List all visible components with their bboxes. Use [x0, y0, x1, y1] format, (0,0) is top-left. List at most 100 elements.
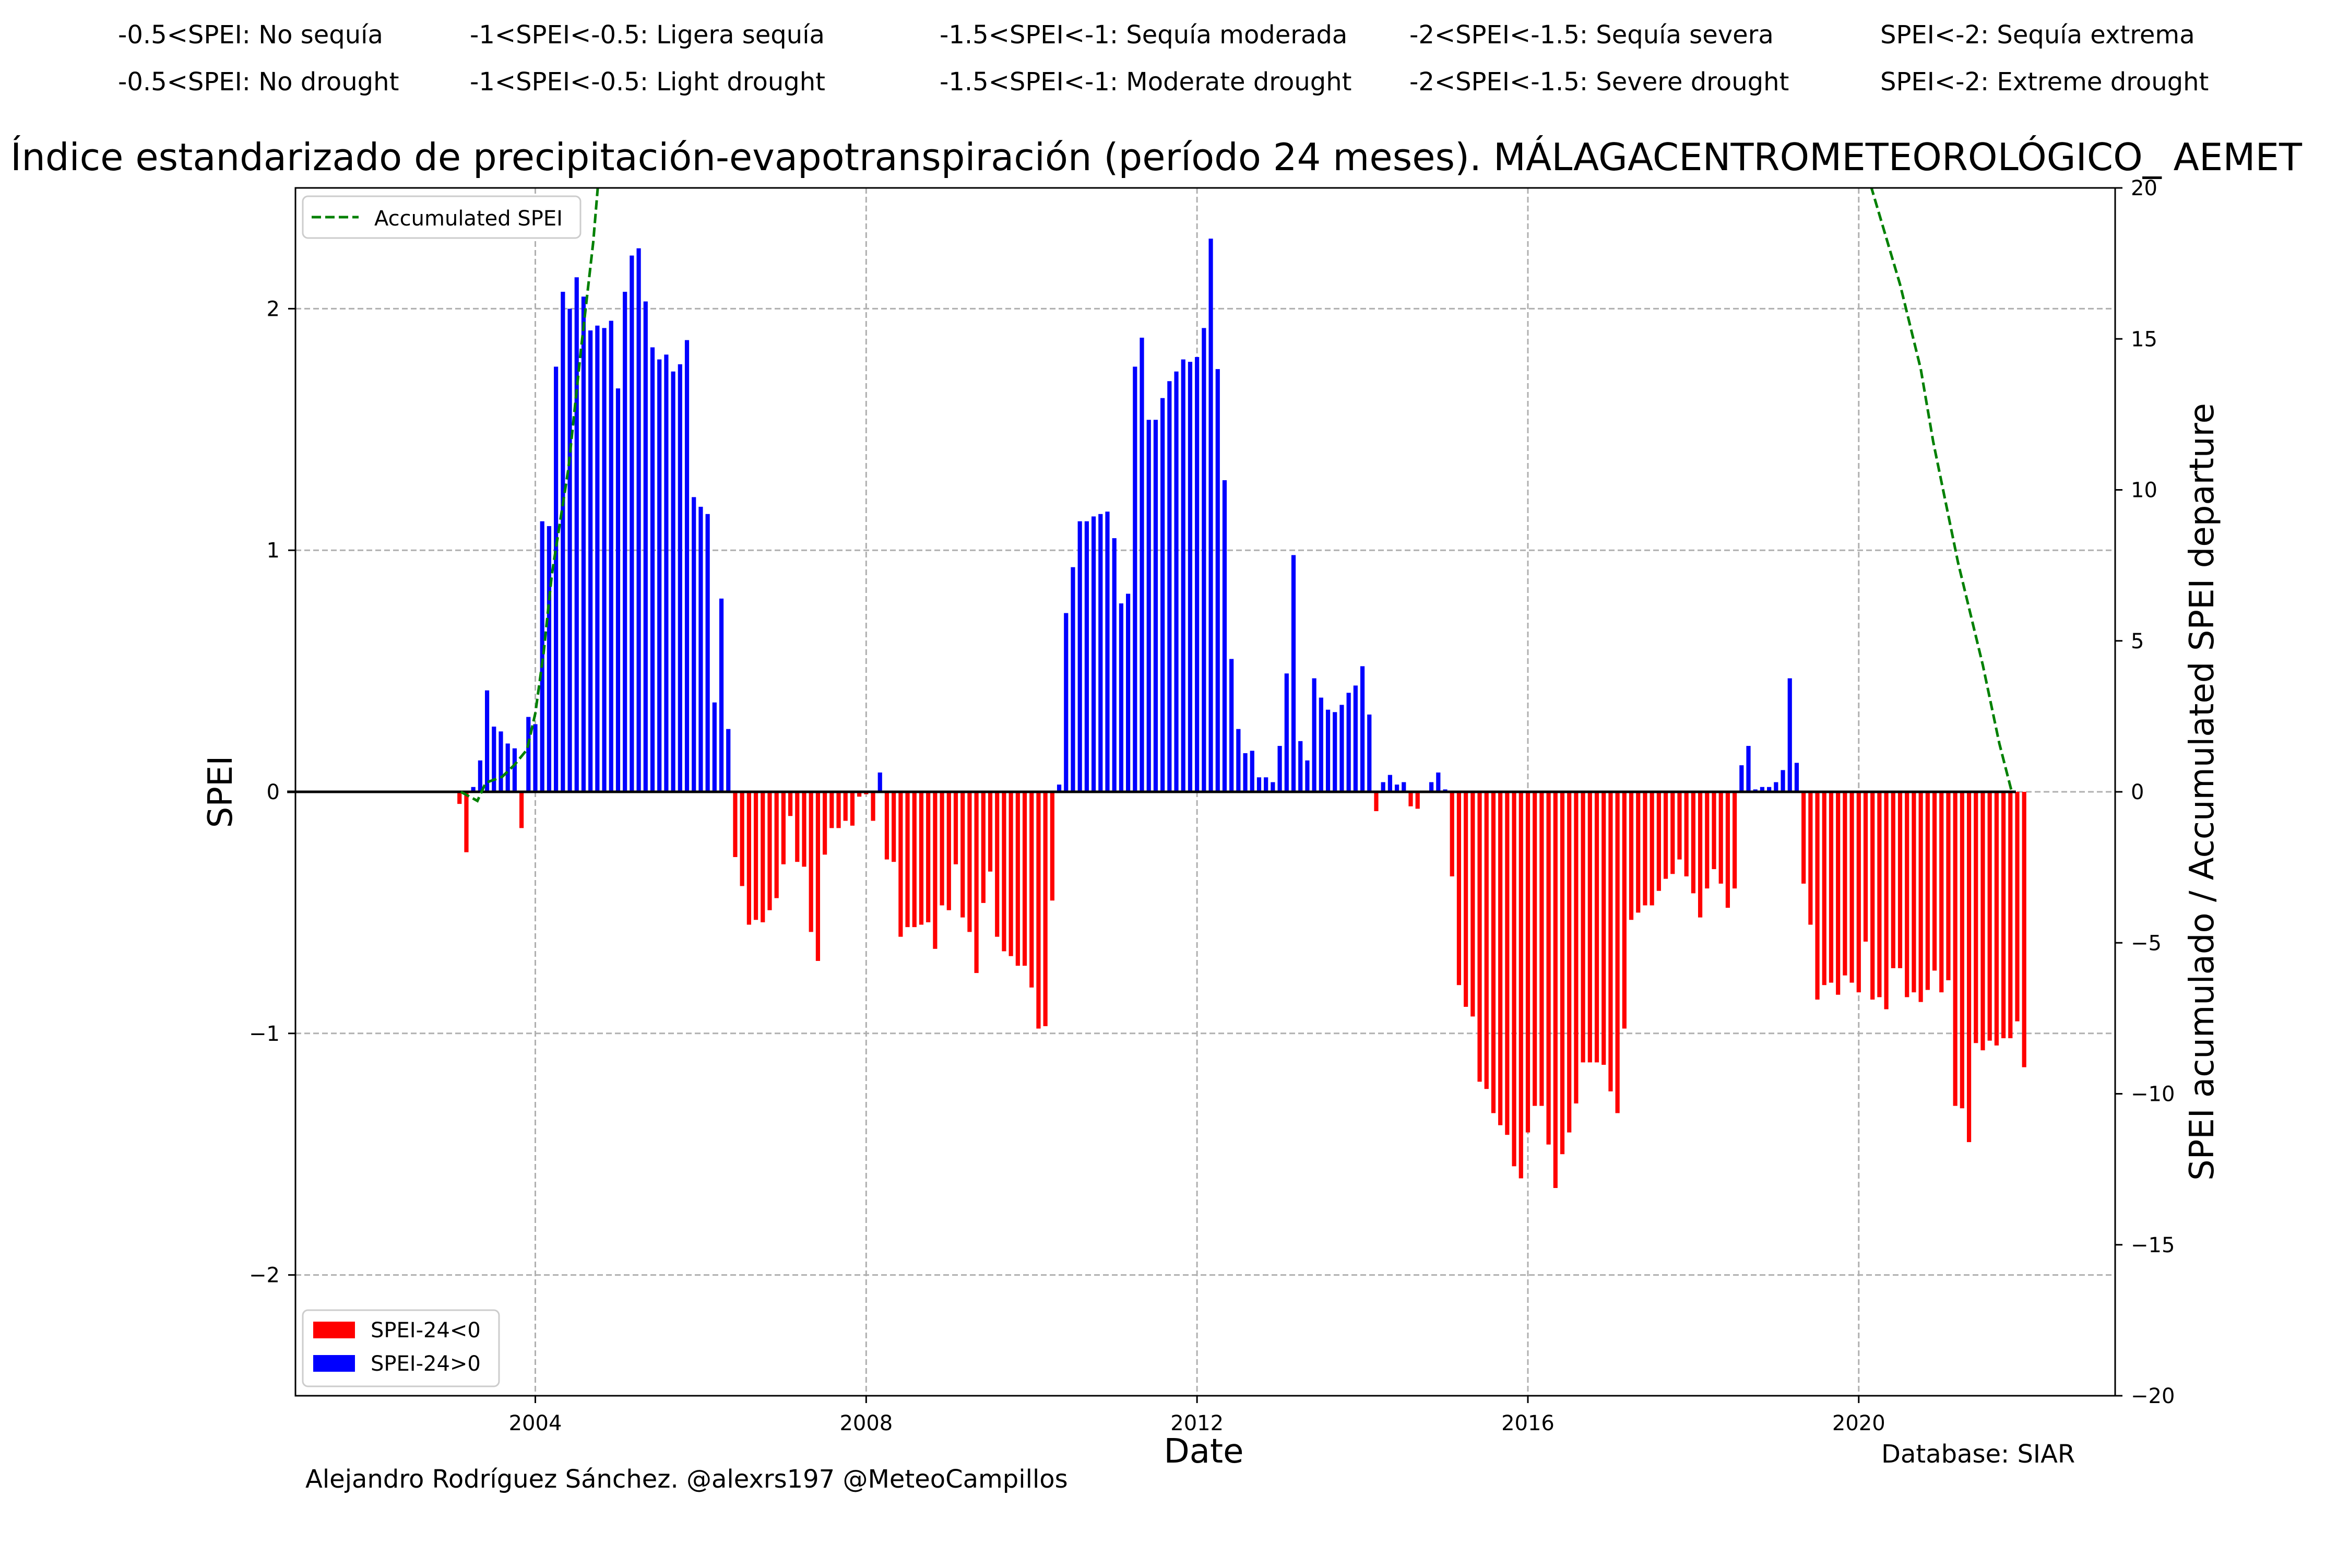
bar-positive — [540, 521, 544, 792]
bar-negative — [1539, 792, 1544, 1106]
legend-es-4: SPEI<-2: Sequía extrema — [1880, 20, 2195, 50]
accumulated-spei-line-0 — [460, 188, 599, 803]
bar-positive — [1739, 765, 1744, 792]
bar-positive — [588, 330, 593, 792]
bar-positive — [1760, 787, 1765, 792]
y2-tick-label: 5 — [2131, 629, 2144, 654]
bar-positive — [1305, 760, 1310, 792]
bar-positive — [1202, 328, 1206, 792]
bar-negative — [1533, 792, 1537, 1106]
footer-database: Database: SIAR — [1881, 1440, 2075, 1469]
bar-negative — [823, 792, 827, 855]
accumulated-legend: Accumulated SPEI — [302, 195, 582, 239]
bar-positive — [698, 506, 703, 792]
legend-es-2: -1.5<SPEI<-1: Sequía moderada — [940, 20, 1347, 50]
bar-negative — [464, 792, 469, 852]
bar-negative — [1925, 792, 1930, 990]
bar-positive — [1215, 369, 1220, 792]
y-axis-label: SPEI — [201, 756, 240, 828]
bar-negative — [1546, 792, 1551, 1145]
bar-positive — [512, 748, 517, 792]
bar-positive — [726, 729, 731, 792]
y2-axis-ticks: −20 −15 −10 −5 0 5 10 15 20 — [2115, 176, 2175, 1408]
x-axis-label: Date — [1164, 1432, 1244, 1471]
bar-positive — [1291, 555, 1296, 792]
bar-negative — [1043, 792, 1048, 1026]
bar-positive — [630, 255, 634, 792]
bar-positive — [1167, 381, 1172, 792]
bar-negative — [1733, 792, 1737, 889]
y-tick-label: 1 — [267, 539, 280, 563]
bar-positive — [1271, 782, 1275, 792]
bar-negative — [1470, 792, 1475, 1017]
bar-negative — [1629, 792, 1634, 920]
legend-es-1: -1<SPEI<-0.5: Ligera sequía — [470, 20, 825, 50]
bar-positive — [1126, 593, 1131, 792]
y2-axis-label: SPEI acumulado / Accumulated SPEI depart… — [2183, 403, 2222, 1181]
bar-negative — [1939, 792, 1944, 993]
bar-negative — [1974, 792, 1978, 1043]
bar-negative — [2022, 792, 2026, 1067]
spei-bars — [457, 239, 2026, 1188]
bar-positive — [574, 277, 579, 792]
bar-positive — [1781, 770, 1785, 792]
x-tick-label: 2020 — [1832, 1411, 1885, 1435]
bar-positive — [595, 325, 600, 792]
bar-positive — [526, 717, 531, 792]
bar-positive — [1188, 362, 1193, 792]
bar-negative — [843, 792, 848, 821]
bar-negative — [1015, 792, 1020, 966]
bar-negative — [1897, 792, 1903, 968]
bar-negative — [1698, 792, 1703, 918]
bar-negative — [953, 792, 958, 864]
bar-negative — [1450, 792, 1454, 876]
bar-positive — [1195, 357, 1200, 792]
bar-negative — [1912, 792, 1916, 993]
bar-negative — [1560, 792, 1565, 1155]
bar-negative — [898, 792, 903, 937]
accumulated-legend-frame — [302, 195, 582, 239]
y2-tick-label: −5 — [2131, 931, 2162, 955]
bar-negative — [1932, 792, 1937, 971]
bar-positive — [1181, 359, 1185, 792]
bar-positive — [1105, 512, 1110, 792]
accumulated-spei-line-1 — [1870, 188, 2013, 792]
bar-negative — [1953, 792, 1958, 1106]
y-axis-ticks: −2 −1 0 1 2 — [249, 297, 295, 1288]
bar-positive — [678, 364, 682, 792]
bar-negative — [974, 792, 979, 973]
bar-negative — [905, 792, 910, 928]
bar-negative — [912, 792, 917, 928]
bar-positive — [581, 296, 586, 792]
bar-negative — [988, 792, 993, 872]
bar-negative — [795, 792, 800, 862]
bar-negative — [767, 792, 772, 910]
bar-negative — [1587, 792, 1592, 1063]
bar-positive — [650, 347, 655, 792]
bar-positive — [609, 320, 613, 792]
bar-positive — [664, 354, 669, 792]
x-tick-label: 2004 — [509, 1411, 562, 1435]
accumulated-legend-label: Accumulated SPEI — [374, 207, 563, 231]
bar-positive — [1160, 398, 1165, 792]
bar-negative — [1574, 792, 1579, 1104]
bar-positive — [1339, 705, 1344, 792]
y-tick-label: 0 — [267, 780, 280, 804]
drought-category-legend: -0.5<SPEI: No sequía -1<SPEI<-0.5: Liger… — [118, 20, 2209, 97]
bar-positive — [1208, 239, 1213, 792]
bar-negative — [1815, 792, 1820, 1000]
bar-negative — [2001, 792, 2006, 1039]
bar-positive — [1174, 371, 1179, 792]
bar-positive — [554, 366, 559, 792]
bar-positive — [657, 359, 662, 792]
bar-negative — [1036, 792, 1041, 1029]
bar-positive — [877, 772, 882, 792]
bar-negative — [1050, 792, 1054, 901]
bar-positive — [1071, 567, 1075, 792]
bar-negative — [1677, 792, 1682, 860]
bar-positive — [692, 497, 696, 792]
bar-negative — [967, 792, 972, 932]
bar-positive — [615, 388, 621, 792]
bar-negative — [1477, 792, 1482, 1082]
